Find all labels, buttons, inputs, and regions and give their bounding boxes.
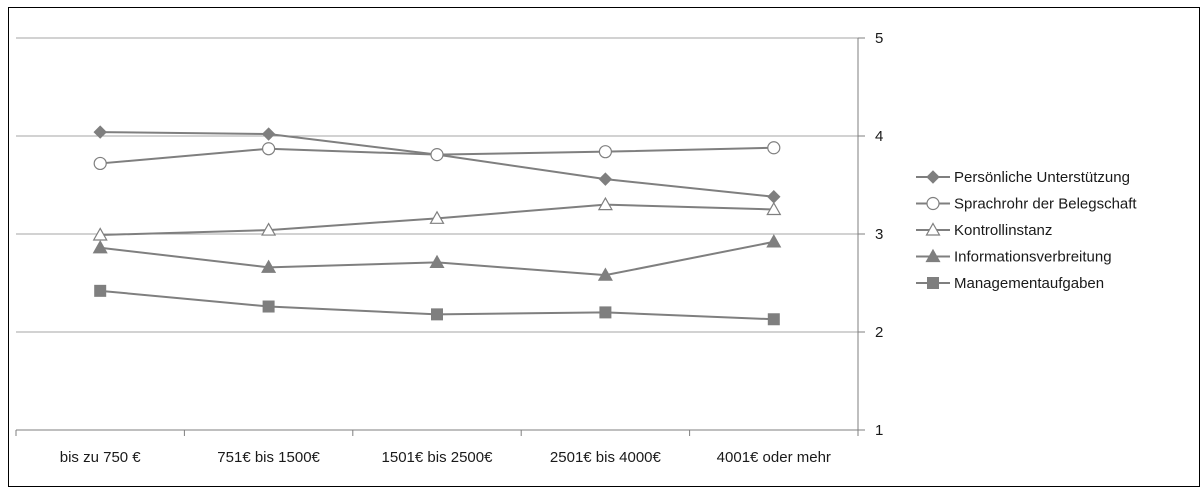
data-point [597,196,613,211]
data-point [262,142,276,156]
legend-label: Informationsverbreitung [954,249,1112,266]
series-2 [92,196,782,241]
data-point [93,125,107,139]
data-point [767,190,781,204]
y-tick-label: 5 [875,30,883,47]
axes [15,37,865,436]
data-point [262,300,275,313]
x-tick-labels: bis zu 750 € 751€ bis 1500€ 1501€ bis 2500… [60,449,831,466]
data-point [429,254,445,269]
series-0 [93,125,781,204]
y-tick-label: 4 [875,128,883,145]
x-tick-label: 1501€ bis 2500€ [382,449,494,466]
data-point [261,222,277,236]
legend-item-2: Kontrollinstanz [916,222,1052,239]
data-point [430,148,444,162]
x-tick-label: bis zu 750 € [60,449,142,466]
legend-marker [927,277,939,289]
data-point [598,172,613,186]
y-tick-label: 3 [875,226,883,243]
series-3 [92,234,782,281]
data-point [92,227,108,241]
series-4 [94,284,780,326]
series-line [100,131,774,198]
legend-item-0: Persönliche Unterstützung [916,169,1130,186]
x-tick-label: 4001€ oder mehr [717,449,831,466]
data-point [261,259,277,273]
legend-marker [925,222,941,236]
y-tick-label: 2 [875,324,883,341]
legend-item-1: Sprachrohr der Belegschaft [916,196,1137,213]
data-point [429,210,445,224]
series-1 [93,141,781,171]
data-point [766,234,782,248]
legend-item-4: Managementaufgaben [916,275,1104,292]
data-point [766,201,782,216]
series-lines [92,125,782,326]
data-point [599,306,612,319]
legend-item-3: Informationsverbreitung [916,249,1112,266]
legend-label: Persönliche Unterstützung [954,169,1130,186]
chart-frame [8,7,1200,487]
data-point [767,313,780,326]
legend: Persönliche Unterstützung Sprachrohr der … [916,169,1137,292]
data-point [597,267,613,281]
x-tick-label: 2501€ bis 4000€ [550,449,662,466]
legend-label: Sprachrohr der Belegschaft [954,196,1137,213]
data-point [431,308,443,321]
data-point [767,141,781,155]
data-point [598,145,613,159]
y-tick-labels: 1 2 3 4 5 [875,30,883,439]
legend-marker [926,170,940,184]
data-point [93,156,107,171]
x-tick-label: 751€ bis 1500€ [217,449,320,466]
data-point [92,240,108,254]
legend-label: Kontrollinstanz [954,222,1052,239]
data-point [261,127,276,141]
legend-marker [925,248,941,263]
data-point [94,284,107,297]
legend-marker [926,196,940,211]
legend-label: Managementaufgaben [954,275,1104,292]
y-tick-label: 1 [875,422,883,439]
